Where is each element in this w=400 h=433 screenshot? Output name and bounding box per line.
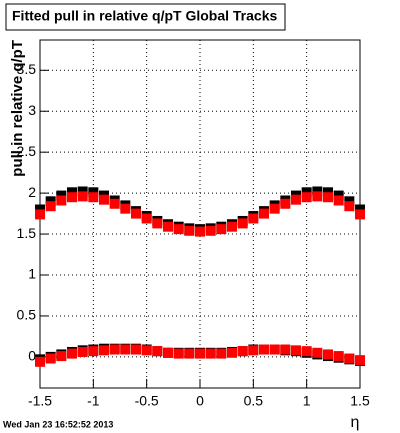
marker xyxy=(344,201,355,212)
marker xyxy=(45,353,56,364)
marker xyxy=(301,346,312,357)
timestamp: Wed Jan 23 16:52:52 2013 xyxy=(3,419,113,429)
marker xyxy=(88,192,99,203)
marker xyxy=(237,218,248,229)
marker xyxy=(88,346,99,357)
marker xyxy=(312,347,323,358)
marker xyxy=(323,349,333,360)
x-tick-label: -1.5 xyxy=(28,393,52,409)
marker xyxy=(355,209,365,220)
marker xyxy=(333,195,344,206)
marker xyxy=(131,208,141,219)
marker xyxy=(173,348,184,359)
marker xyxy=(291,194,301,205)
marker xyxy=(205,348,216,359)
marker xyxy=(67,348,77,359)
x-tick-label: -0.5 xyxy=(135,393,159,409)
marker xyxy=(77,346,88,357)
marker xyxy=(152,218,163,229)
x-tick-label: -1 xyxy=(87,393,100,409)
marker xyxy=(35,356,45,367)
marker xyxy=(99,194,109,205)
marker xyxy=(216,224,227,235)
marker xyxy=(173,224,184,235)
y-tick-label: 2.5 xyxy=(17,143,37,159)
marker xyxy=(248,345,259,356)
marker xyxy=(248,213,259,224)
marker xyxy=(216,348,227,359)
marker xyxy=(152,346,163,357)
marker xyxy=(67,192,77,203)
y-tick-label: 0.5 xyxy=(17,307,37,323)
marker xyxy=(301,192,312,203)
x-tick-label: 1.5 xyxy=(350,393,370,409)
marker xyxy=(291,345,301,356)
y-tick-label: 3.5 xyxy=(17,61,37,77)
marker xyxy=(269,203,280,214)
marker xyxy=(312,191,323,202)
marker xyxy=(195,226,205,237)
marker xyxy=(195,348,205,359)
x-tick-label: 0 xyxy=(196,393,204,409)
marker xyxy=(323,192,333,203)
marker xyxy=(163,221,173,232)
marker xyxy=(280,344,291,355)
marker xyxy=(109,198,120,209)
marker xyxy=(35,209,45,220)
marker xyxy=(99,345,109,356)
marker xyxy=(163,347,173,358)
marker xyxy=(344,353,355,364)
marker xyxy=(120,344,131,355)
marker xyxy=(141,345,152,356)
marker xyxy=(131,344,141,355)
y-tick-label: 0 xyxy=(28,348,36,364)
marker xyxy=(109,344,120,355)
x-tick-label: 1 xyxy=(303,393,311,409)
marker xyxy=(259,344,269,355)
marker xyxy=(120,203,131,214)
y-tick-label: 1 xyxy=(28,266,36,282)
marker xyxy=(269,344,280,355)
y-tick-label: 3 xyxy=(28,102,36,118)
marker xyxy=(355,355,365,366)
y-axis-label: pull in relative q/pT xyxy=(9,40,26,177)
y-tick-label: 1.5 xyxy=(17,225,37,241)
chart-title: Fitted pull in relative q/pT Global Trac… xyxy=(12,8,277,24)
marker xyxy=(141,213,152,224)
marker xyxy=(333,351,344,362)
y-tick-label: 2 xyxy=(28,184,36,200)
marker xyxy=(237,346,248,357)
marker xyxy=(77,191,88,202)
marker xyxy=(259,208,269,219)
marker xyxy=(184,225,195,236)
marker xyxy=(205,225,216,236)
marker xyxy=(184,348,195,359)
marker xyxy=(56,351,67,362)
marker xyxy=(227,347,237,358)
marker xyxy=(56,195,67,206)
marker xyxy=(227,221,237,232)
marker xyxy=(280,198,291,209)
x-axis-label: η xyxy=(351,414,360,431)
marker xyxy=(45,201,56,212)
x-tick-label: 0.5 xyxy=(244,393,264,409)
title-box xyxy=(5,3,286,31)
